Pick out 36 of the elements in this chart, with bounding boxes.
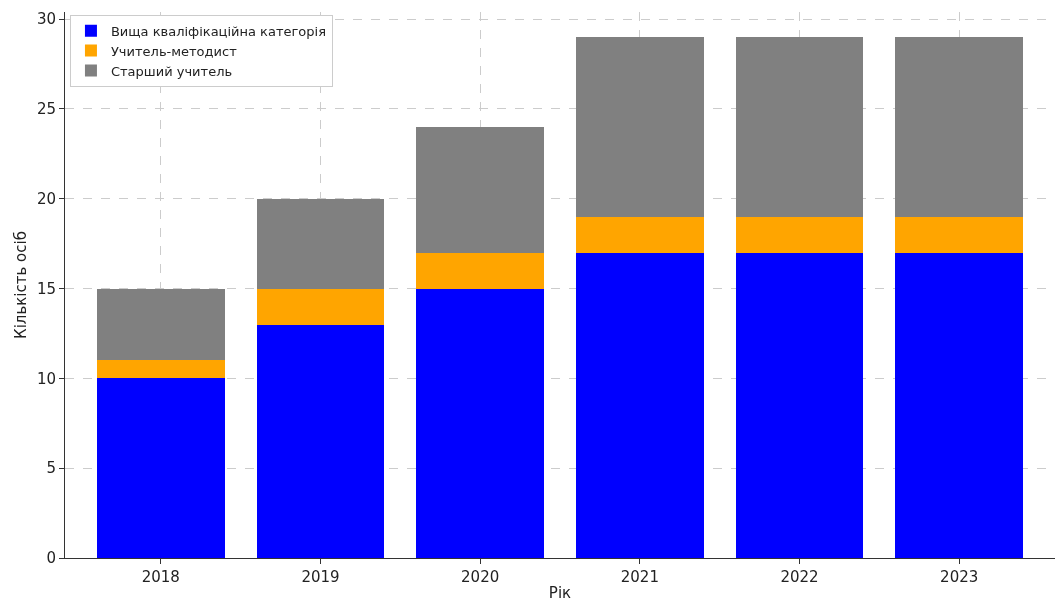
bar bbox=[256, 324, 385, 558]
y-tick-label: 10 bbox=[36, 369, 56, 388]
bar bbox=[895, 252, 1024, 558]
bar bbox=[416, 126, 545, 253]
bar bbox=[96, 378, 225, 558]
bar bbox=[256, 198, 385, 289]
y-tick-label: 15 bbox=[36, 279, 56, 298]
bar bbox=[96, 360, 225, 379]
x-tick-label: 2022 bbox=[780, 568, 819, 586]
y-tick-label: 20 bbox=[36, 190, 56, 209]
legend-label: Вища кваліфікаційна категорія bbox=[110, 23, 326, 39]
x-tick-label: 2021 bbox=[620, 568, 659, 586]
x-axis-title: Рік bbox=[548, 584, 572, 602]
x-tick-label: 2019 bbox=[301, 568, 340, 586]
bar bbox=[735, 252, 864, 558]
bar bbox=[575, 216, 704, 253]
y-tick-label: 25 bbox=[36, 100, 56, 119]
bar bbox=[895, 37, 1024, 217]
bar bbox=[735, 37, 864, 217]
x-tick-label: 2018 bbox=[141, 568, 180, 586]
legend-label: Старший учитель bbox=[110, 63, 233, 79]
bar bbox=[575, 37, 704, 217]
y-tick-label: 5 bbox=[46, 459, 56, 478]
bar bbox=[575, 252, 704, 558]
bar bbox=[96, 288, 225, 361]
x-tick-label: 2023 bbox=[940, 568, 979, 586]
bar bbox=[416, 288, 545, 558]
bar bbox=[895, 216, 1024, 253]
x-tick-label: 2020 bbox=[461, 568, 500, 586]
y-tick-label: 30 bbox=[36, 10, 56, 29]
bar bbox=[735, 216, 864, 253]
bar bbox=[416, 252, 545, 289]
y-tick-label: 0 bbox=[46, 549, 56, 568]
legend-label: Учитель-методист bbox=[110, 43, 238, 59]
bar bbox=[256, 288, 385, 325]
y-axis-title: Кількість осіб bbox=[12, 231, 31, 339]
